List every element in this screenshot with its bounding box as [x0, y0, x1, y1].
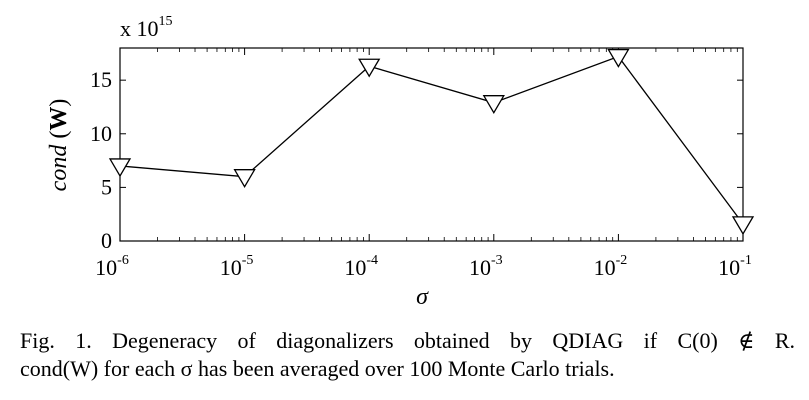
- y-tick-label: 0: [101, 228, 112, 253]
- data-point-marker: [108, 158, 132, 178]
- data-point-marker: [731, 216, 755, 236]
- x-tick-label: 10-1: [718, 253, 752, 280]
- y-axis-label: cond (W): [46, 99, 72, 192]
- chart: 0 5 10 15 10-6 10-5 10-4 10-3 10-2 10-1 x 1015 σ…: [46, 14, 755, 310]
- x-tick-label: 10-2: [594, 253, 628, 280]
- x-tick-label: 10-3: [469, 253, 503, 280]
- series-line: [119, 55, 744, 225]
- y-tick-label: 10: [90, 121, 112, 146]
- x-axis-label: σ: [416, 284, 429, 310]
- x-axis-ticks: 10-6 10-5 10-4 10-3 10-2 10-1: [95, 48, 752, 280]
- x-tick-label: 10-6: [95, 253, 129, 280]
- series-markers: [108, 48, 755, 236]
- y-tick-label: 15: [90, 67, 112, 92]
- y-multiplier: x 1015: [120, 14, 173, 41]
- figure-caption: Fig. 1. Degeneracy of diagonalizers obta…: [20, 327, 795, 383]
- caption-line-2: cond(W) for each σ has been averaged ove…: [20, 356, 615, 381]
- y-axis-ticks: 0 5 10 15: [90, 67, 743, 253]
- data-point-marker: [358, 58, 381, 78]
- x-tick-label: 10-4: [344, 253, 378, 280]
- data-point-marker: [233, 169, 256, 188]
- caption-line-1: Fig. 1. Degeneracy of diagonalizers obta…: [20, 328, 795, 353]
- plot-frame: [119, 47, 744, 242]
- y-tick-label: 5: [101, 174, 112, 199]
- x-tick-label: 10-5: [220, 253, 254, 280]
- data-point-marker: [482, 95, 505, 114]
- data-point-marker: [607, 48, 630, 68]
